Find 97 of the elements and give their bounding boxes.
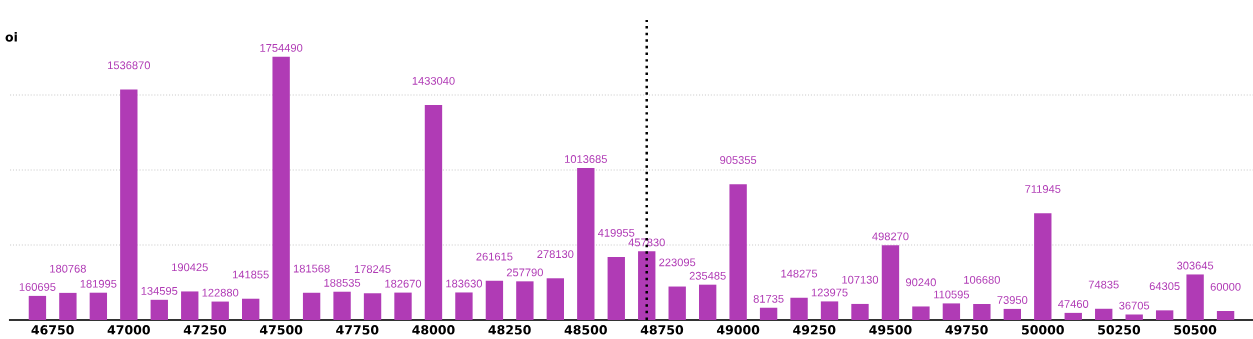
data-label: 303645 [1177, 261, 1214, 270]
bar [607, 257, 625, 320]
bar [638, 251, 656, 320]
data-label: 60000 [1210, 282, 1241, 291]
data-label: 183630 [446, 279, 483, 288]
bar [1034, 213, 1052, 320]
x-tick-label: 47500 [259, 325, 303, 335]
data-label: 122880 [202, 288, 239, 297]
bar [272, 56, 290, 320]
data-label: 498270 [872, 232, 909, 241]
x-tick-label: 49750 [945, 325, 988, 335]
bar [1064, 312, 1082, 320]
data-label: 90240 [906, 278, 936, 287]
data-label: 190425 [172, 263, 208, 272]
data-label: 148275 [781, 269, 818, 278]
y-axis-title: oi [5, 31, 17, 42]
x-tick-label: 50000 [1022, 325, 1064, 335]
bar [394, 292, 412, 320]
bar [455, 292, 473, 320]
bar [1125, 314, 1143, 320]
bar [577, 167, 595, 320]
bar [28, 295, 47, 320]
bar [1095, 308, 1113, 320]
data-label: 223095 [659, 258, 696, 267]
data-label: 123975 [811, 288, 848, 297]
x-tick-label: 46750 [31, 325, 74, 335]
bar [973, 304, 991, 320]
bar [881, 245, 900, 320]
data-label: 180768 [50, 264, 86, 273]
bar [1155, 310, 1174, 320]
data-label: 178245 [354, 265, 391, 274]
bar [698, 284, 717, 320]
bar [424, 105, 443, 320]
bar [851, 303, 869, 320]
x-tick-label: 48250 [488, 325, 531, 335]
data-label: 1536870 [108, 61, 151, 70]
data-label: 1433040 [412, 76, 455, 85]
bar [546, 278, 565, 320]
data-label: 81735 [753, 294, 784, 303]
bar [89, 292, 108, 320]
x-tick-label: 48000 [412, 325, 455, 335]
data-label: 181568 [293, 264, 330, 273]
bar [668, 286, 686, 320]
bar [363, 293, 382, 320]
bar [485, 280, 504, 320]
bar [1003, 308, 1021, 320]
data-label: 905355 [720, 156, 757, 164]
data-label: 711945 [1025, 185, 1061, 193]
data-label: 257790 [506, 268, 543, 277]
data-label: 141855 [232, 270, 269, 279]
x-tick-label: 47250 [183, 325, 227, 335]
bar [211, 301, 229, 320]
data-label: 107130 [842, 275, 879, 284]
bar [333, 291, 351, 320]
x-tick-label: 50250 [1098, 325, 1141, 335]
bar [1216, 311, 1235, 320]
data-label: 278130 [537, 250, 574, 259]
bar [759, 307, 778, 320]
data-label: 73950 [997, 296, 1028, 304]
data-label: 261615 [476, 252, 513, 261]
bar [59, 292, 77, 320]
data-label: 47460 [1058, 300, 1089, 308]
x-tick-label: 50500 [1174, 325, 1217, 335]
x-tick-label: 47750 [336, 325, 379, 335]
bar [181, 291, 199, 320]
x-tick-label: 49500 [869, 325, 912, 335]
bar [150, 299, 168, 320]
data-label: 134595 [141, 286, 178, 295]
bar [790, 297, 808, 320]
bar [820, 301, 839, 320]
x-tick-label: 48500 [564, 325, 607, 335]
data-label: 235485 [689, 271, 726, 280]
bar [242, 298, 260, 320]
data-label: 106680 [964, 275, 1000, 284]
data-label: 74835 [1088, 280, 1119, 289]
data-label: 419955 [597, 228, 635, 237]
bar [516, 281, 534, 320]
bar [302, 292, 321, 320]
x-tick-label: 49000 [716, 325, 760, 335]
data-label: 36705 [1119, 301, 1150, 310]
data-label: 64305 [1149, 282, 1180, 291]
bar [729, 184, 747, 320]
data-label: 182670 [385, 279, 422, 288]
data-label: 1754490 [260, 43, 303, 52]
data-label: 181995 [80, 279, 117, 288]
data-label: 457830 [628, 238, 665, 247]
data-label: 110595 [934, 290, 970, 299]
x-tick-label: 47000 [107, 325, 150, 335]
bar [1186, 274, 1204, 320]
x-tick-label: 48750 [640, 325, 684, 335]
bar [912, 306, 930, 320]
bar [942, 303, 961, 320]
bar [120, 89, 138, 320]
data-label: 160695 [19, 283, 56, 291]
data-label: 1013685 [565, 155, 607, 163]
data-label: 188535 [324, 278, 361, 287]
x-tick-label: 49250 [793, 325, 836, 335]
